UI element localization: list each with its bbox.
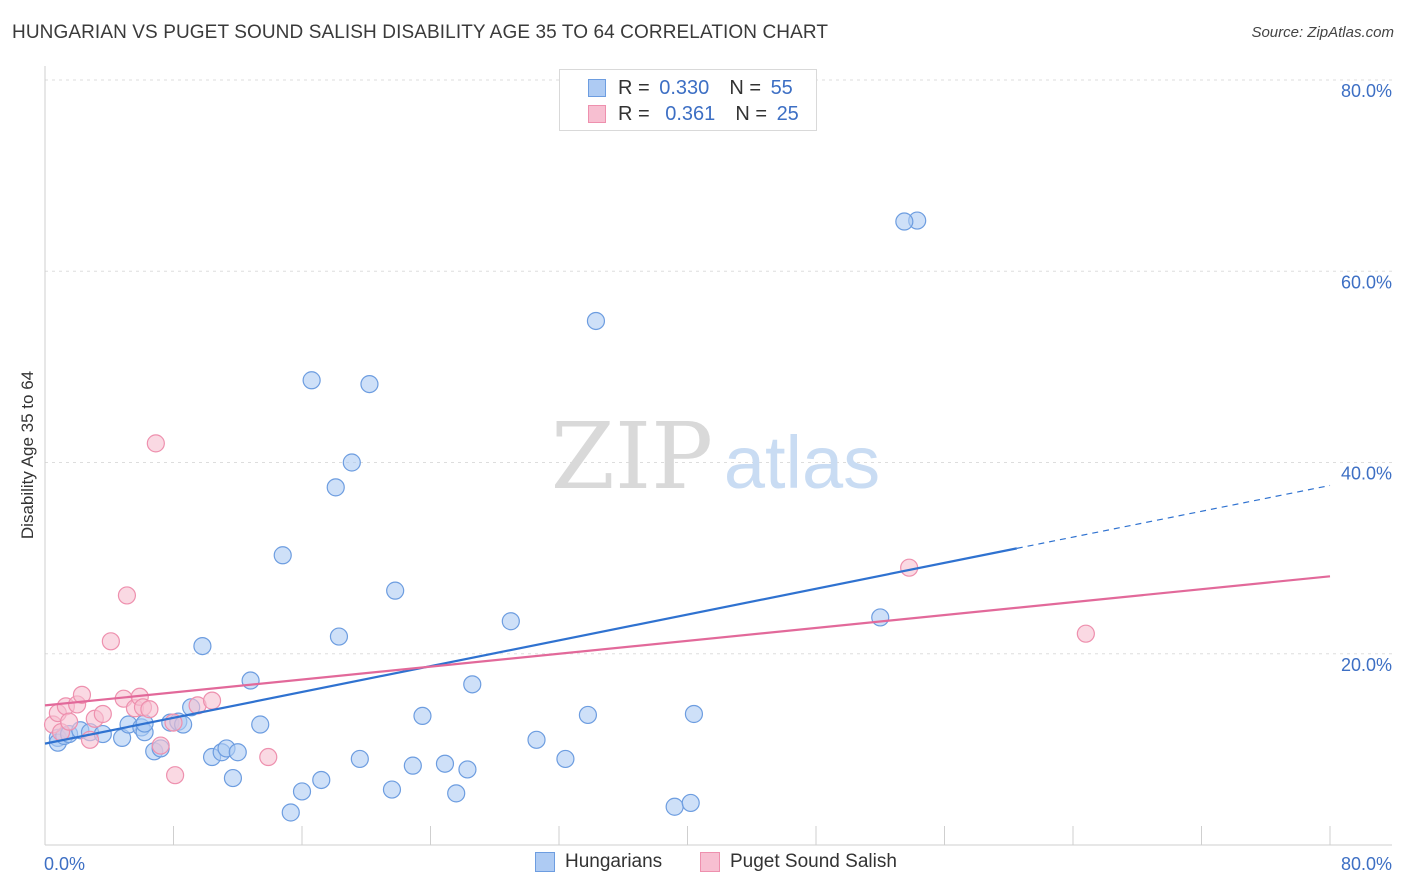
legend-n-label: N = [729,76,761,99]
point-puget-sound-salish [151,736,170,755]
point-hungarians [193,636,212,656]
point-hungarians [681,793,700,813]
point-hungarians [463,675,482,694]
point-puget-sound-salish [1076,624,1095,643]
point-hungarians [326,478,345,497]
legend-swatch-pink [588,105,606,123]
point-hungarians [382,780,402,799]
point-hungarians [241,671,260,690]
point-puget-sound-salish [166,766,185,785]
legend-swatch-pink [700,852,720,872]
point-puget-sound-salish [93,704,112,724]
point-hungarians [281,803,300,822]
point-puget-sound-salish [146,434,165,453]
legend-row-puget-sound-salish: R = 0.361 N = 25 [560,101,799,127]
axes [44,66,1392,846]
legend-label-puget-sound-salish: Puget Sound Salish [730,851,897,872]
point-hungarians [435,754,455,773]
point-hungarians [386,581,405,600]
point-hungarians [403,756,422,775]
legend-item-puget-sound-salish[interactable]: Puget Sound Salish [700,851,897,873]
point-puget-sound-salish [72,685,92,704]
point-hungarians [302,371,321,390]
point-hungarians [350,749,369,769]
y-tick-label: 40.0% [1341,464,1392,484]
point-hungarians [578,705,598,725]
point-hungarians [329,627,349,646]
point-hungarians [342,453,361,472]
point-hungarians [458,760,477,779]
series-legend: Hungarians Puget Sound Salish [0,851,1406,877]
trend-line-dashed [1016,484,1331,549]
point-hungarians [871,608,890,627]
point-hungarians [501,612,520,631]
y-tick-label: 20.0% [1341,655,1392,675]
point-puget-sound-salish [101,632,120,651]
chart-title: HUNGARIAN VS PUGET SOUND SALISH DISABILI… [12,22,829,43]
legend-item-hungarians[interactable]: Hungarians [535,851,662,873]
point-hungarians [292,782,312,801]
point-hungarians [223,768,243,788]
trend-line-solid [44,547,1017,745]
point-hungarians [360,374,379,394]
point-hungarians [895,212,914,231]
point-puget-sound-salish [202,691,222,710]
x-tick-label: 0.0% [44,854,85,874]
point-puget-sound-salish [140,700,159,719]
legend-r-value: 0.361 [665,102,716,125]
point-hungarians [251,715,270,734]
series-puget-sound-salish [43,434,1095,785]
point-hungarians [527,730,546,749]
point-hungarians [556,749,575,769]
point-puget-sound-salish [59,712,79,731]
source-label: Source: ZipAtlas.com [1251,24,1394,41]
point-puget-sound-salish [900,558,919,577]
point-hungarians [586,311,606,331]
legend-n-value: 25 [776,102,799,125]
legend-label-hungarians: Hungarians [565,851,663,872]
point-puget-sound-salish [117,586,137,605]
y-tick-label: 80.0% [1341,81,1392,101]
legend-row-hungarians: R = 0.330 N = 55 [560,75,793,101]
point-hungarians [447,784,466,803]
point-hungarians [228,743,247,762]
x-tick-label: 80.0% [1341,854,1392,874]
point-hungarians [273,546,292,565]
point-hungarians [413,706,432,726]
point-hungarians [684,704,704,724]
point-hungarians [665,797,684,816]
legend-r-label: R = [618,102,650,125]
legend-swatch-blue [588,79,606,97]
legend-r-label: R = [618,76,650,99]
watermark-atlas: atlas [724,421,880,504]
correlation-legend: R = 0.330 N = 55 R = 0.361 N = 25 [559,69,817,131]
legend-swatch-blue [535,852,555,872]
legend-n-label: N = [735,102,767,125]
y-tick-label: 60.0% [1341,272,1392,292]
grid-lines [45,79,1392,655]
series-hungarians [48,211,927,822]
legend-n-value: 55 [770,76,793,99]
point-hungarians [312,770,331,790]
legend-r-value: 0.330 [659,76,710,99]
watermark: ZIP atlas [551,403,880,510]
tick-labels: 20.0% 40.0% 60.0% 80.0% 0.0% 80.0% [44,81,1392,874]
trend-line-solid [44,575,1331,707]
trend-lines [44,484,1331,745]
point-puget-sound-salish [259,747,278,767]
watermark-zip: ZIP [551,403,713,510]
